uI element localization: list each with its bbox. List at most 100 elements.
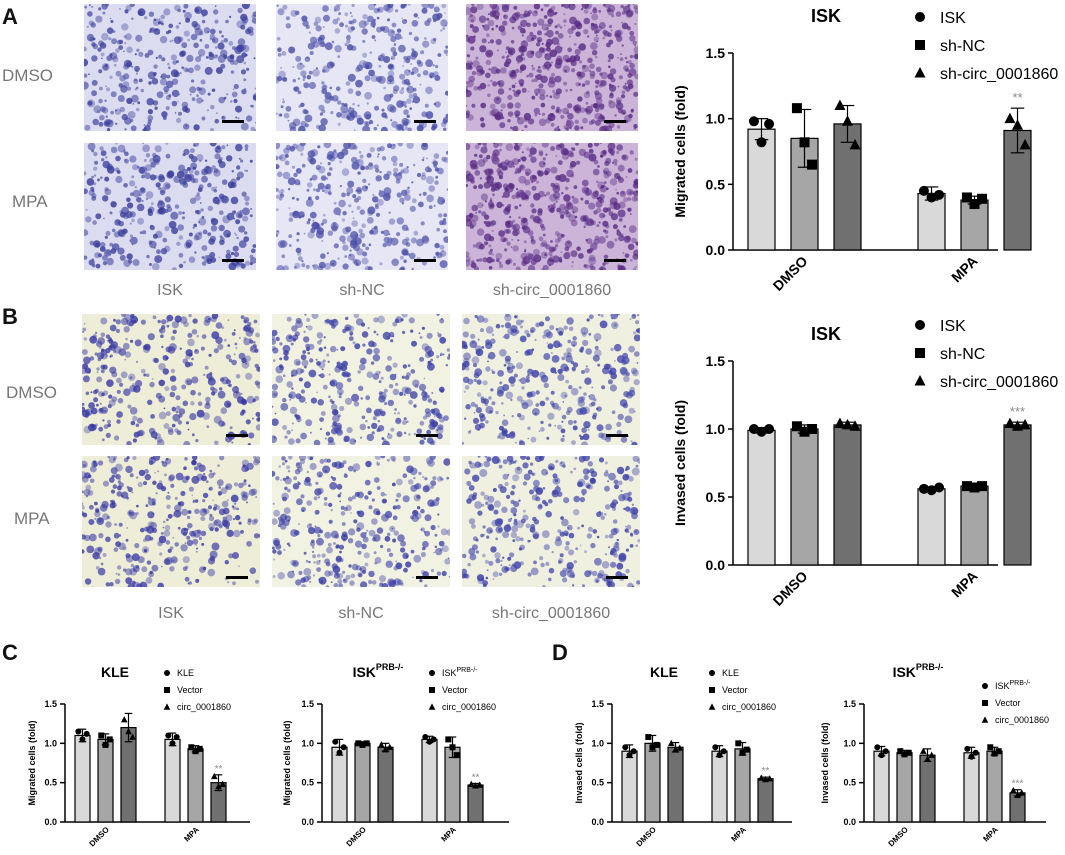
legend-marker [429,670,435,676]
data-point [676,744,683,751]
significance-label: ** [1012,90,1022,105]
bar [187,748,204,823]
scale-bar [414,259,436,262]
panel-letter-a: A [2,4,18,29]
x-tick-label: DMSO [345,825,368,848]
chart-title: ISKPRB-/- [893,662,944,680]
data-point [874,744,881,751]
y-tick-label: 0.5 [706,176,726,192]
y-tick-label: 0.5 [591,778,604,788]
micrograph-b-mpa-shnc [272,456,450,587]
legend-label: sh-circ_0001860 [940,66,1058,83]
bar [734,748,751,823]
chart-d-iskprb-invasion: ISKPRB-/- 0.0 0.5 1.0 1.5 Invased cells (fold… [820,662,1049,848]
y-tick-label: 1.5 [706,45,726,61]
y-tick-label: 0.0 [591,817,604,827]
data-point [622,744,629,751]
data-point [196,745,203,752]
scale-bar [222,259,244,262]
data-point [1019,418,1031,430]
y-tick-label: 0.5 [44,778,57,788]
bar [790,428,819,566]
micrograph-a-dmso-isk [84,4,256,131]
y-tick-label: 0.0 [706,557,726,573]
x-tick-label: MPA [182,825,201,844]
significance-label: ** [215,764,223,775]
legend-marker [709,670,715,676]
scale-bar [226,434,248,437]
data-point [901,751,908,758]
data-point [430,736,437,743]
y-tick-label: 1.5 [843,699,856,709]
bar [757,778,774,823]
y-tick-label: 0.0 [843,817,856,827]
legend-marker [914,375,926,386]
bar [1003,424,1032,566]
col-label-isk: ISK [157,282,183,299]
legend-label: KLE [177,668,194,678]
data-point [75,728,82,735]
data-point [764,118,775,129]
y-axis-label: Invased cells (fold) [820,722,830,803]
bar [919,754,936,823]
data-point [1018,789,1025,796]
row-label-dmso: DMSO [6,383,57,402]
data-point [215,783,222,790]
data-point [842,115,853,126]
micrograph-a-dmso-shcirc [466,4,638,131]
data-point [961,481,972,492]
data-point [791,103,802,114]
chart-title: ISKPRB-/- [353,662,404,680]
x-tick-label: DMSO [887,825,910,848]
data-point [355,740,362,747]
y-tick-label: 1.5 [301,699,314,709]
micrograph-b-dmso-shnc [272,314,450,445]
x-tick-label: MPA [439,825,458,844]
bar [164,738,181,823]
chart-title: ISK [811,6,841,26]
data-point [926,192,937,203]
y-tick-label: 0.5 [706,489,726,505]
bar [467,784,484,823]
x-tick-label: DMSO [635,825,658,848]
legend-marker [915,320,925,330]
data-point [712,744,719,751]
bar [421,738,438,823]
chart-title: KLE [650,664,678,680]
bar [644,742,661,823]
data-point [928,751,935,758]
legend-label: ISKPRB-/- [442,667,478,678]
chart-c-iskprb-migration: ISKPRB-/- 0.0 0.5 1.0 1.5 Migrated cells (fol… [282,662,509,848]
data-point [991,750,998,757]
legend-label: Vector [442,685,468,695]
data-point [453,752,460,759]
x-tick-label: MPA [981,825,1000,844]
micrograph-b-dmso-shcirc [462,314,640,445]
legend-label: sh-circ_0001860 [940,374,1058,391]
y-tick-label: 1.0 [591,738,604,748]
data-point [386,743,393,750]
data-point [977,481,988,492]
data-point [799,137,810,148]
data-point [219,780,226,787]
data-point [743,746,750,753]
col-label-shcirc: sh-circ_0001860 [492,282,612,299]
legend-marker [709,687,715,693]
chart-d-kle-invasion: KLE 0.0 0.5 1.0 1.5 Invased cells (fold) DMSO M… [574,664,792,848]
y-tick-label: 0.5 [301,778,314,788]
data-point [720,748,727,755]
y-tick-label: 1.5 [706,353,726,369]
y-tick-label: 0.0 [44,817,57,827]
legend-marker [163,703,171,710]
bar [621,750,638,823]
col-label-shnc: sh-NC [339,282,385,299]
legend-marker [914,67,926,78]
bar [917,488,946,566]
y-tick-label: 0.0 [301,817,314,827]
data-point [332,738,339,745]
data-point [918,483,929,494]
data-point [735,740,742,747]
scale-bar [222,120,244,123]
data-point [934,482,945,493]
bar [711,750,728,823]
